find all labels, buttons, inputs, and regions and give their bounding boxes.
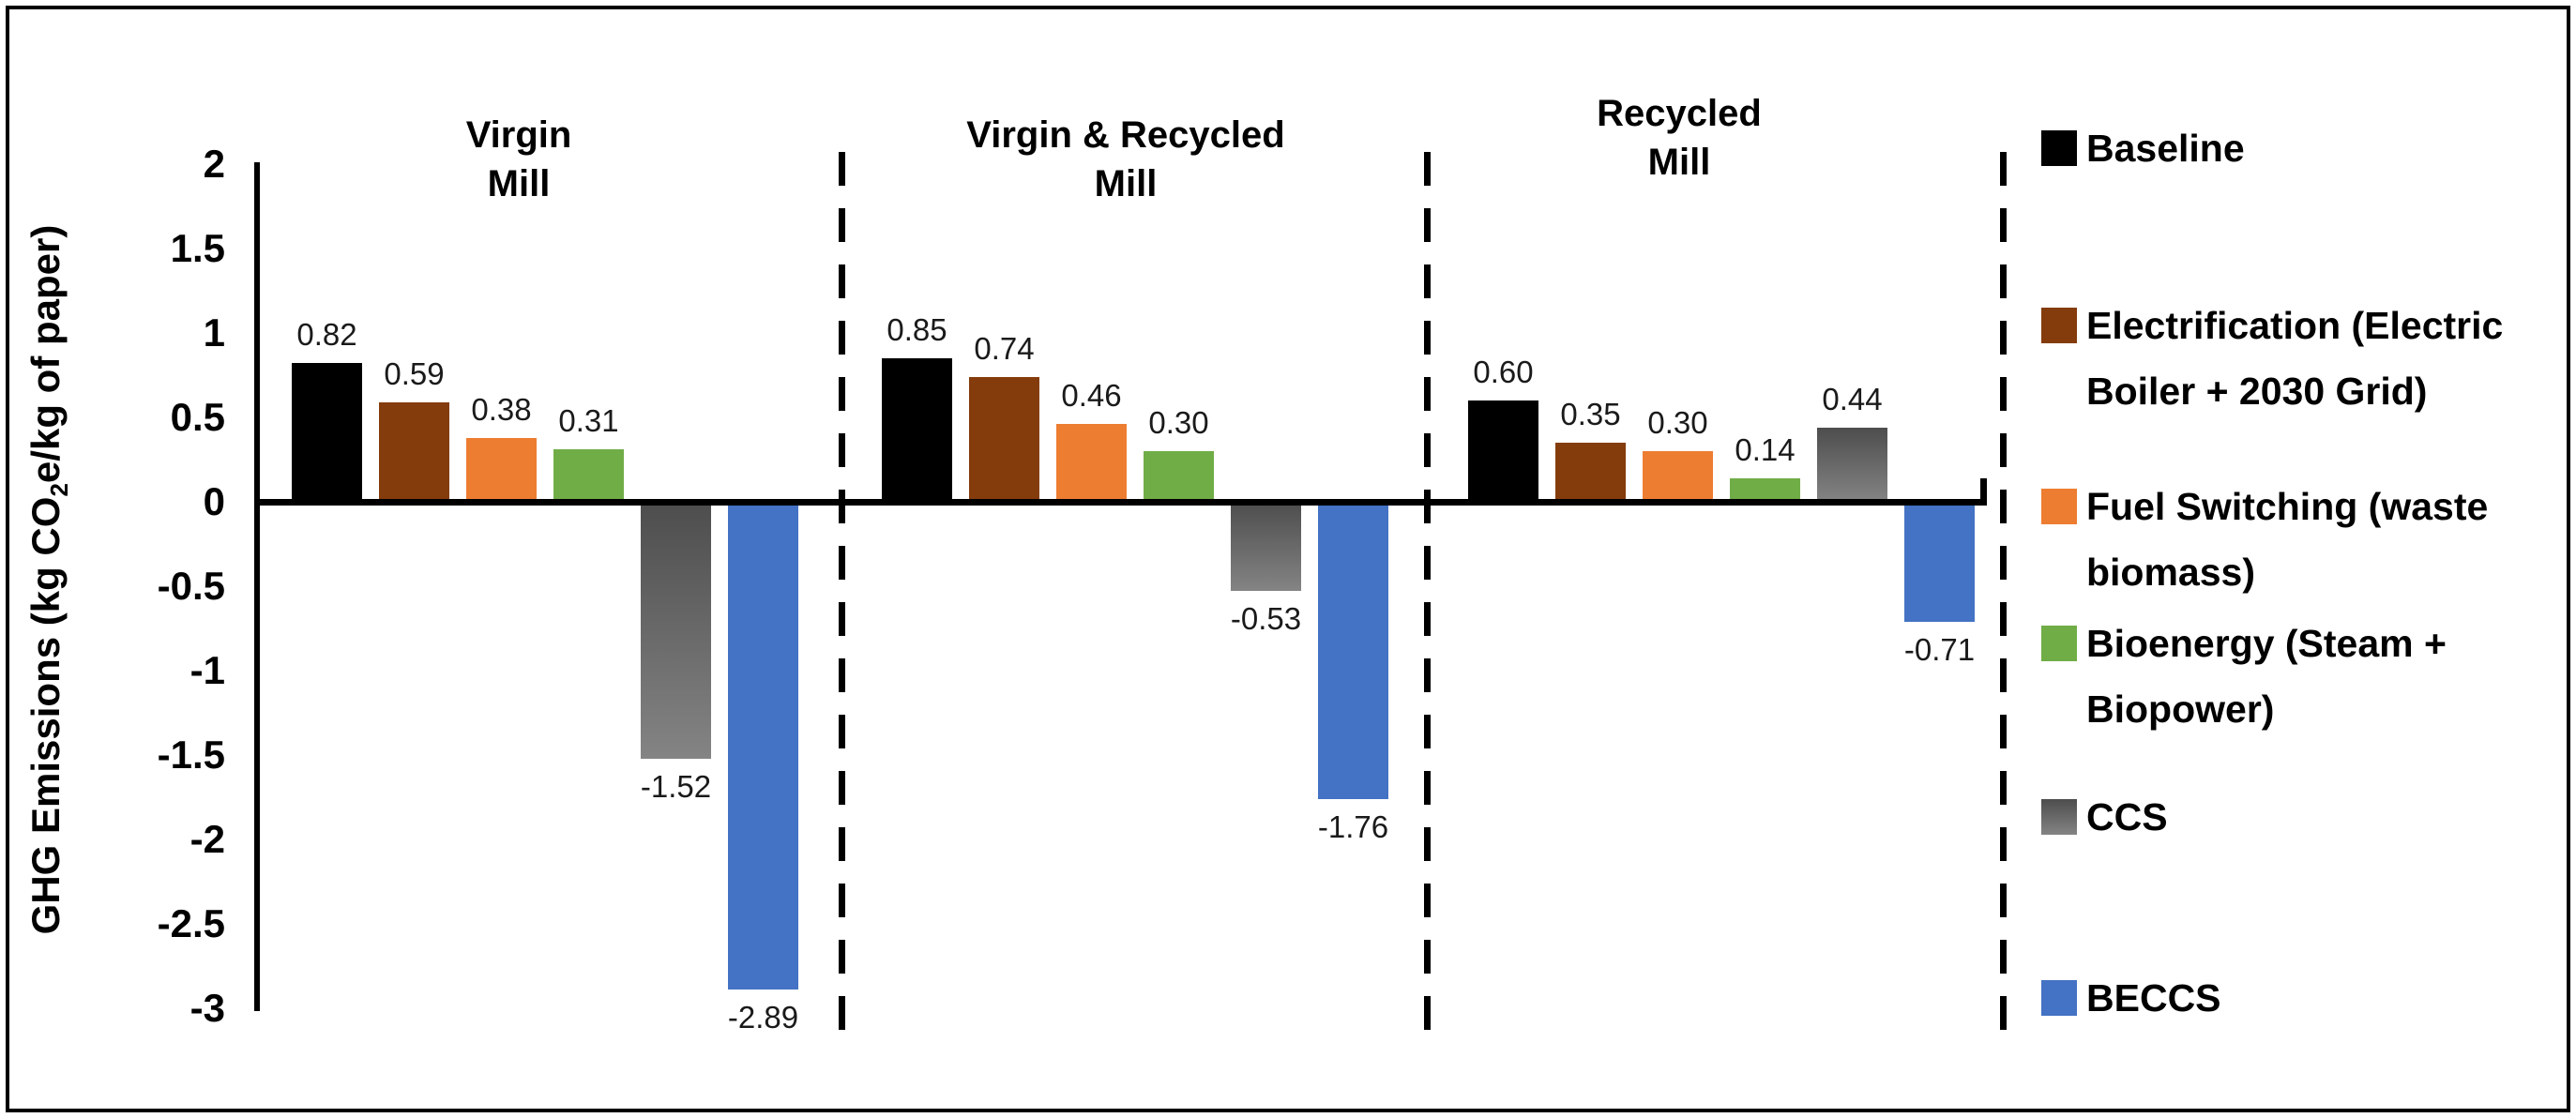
bar-beccs	[1318, 502, 1388, 799]
group-title: Recycled Mill	[1597, 89, 1762, 187]
x-axis-zero-line	[257, 499, 1987, 506]
group-title-line: Recycled	[1597, 93, 1762, 134]
bar-value-label: -2.89	[727, 1000, 799, 1035]
bar-value-label: 0.60	[1473, 355, 1534, 389]
group-separator-dashed-line	[1424, 152, 1431, 1044]
bar-ccs	[1817, 427, 1887, 502]
legend-label-line: Fuel Switching (waste	[2086, 485, 2489, 528]
bar-value-label: -0.53	[1230, 601, 1302, 637]
legend-label: Bioenergy (Steam + Biopower)	[2086, 611, 2447, 742]
y-tick-label: 0.5	[170, 395, 225, 439]
bar-value-label: 0.85	[886, 312, 947, 347]
y-tick-label: 0	[203, 479, 225, 523]
bar-electrification-electric-boiler-2030-grid	[1555, 443, 1626, 502]
bar-baseline	[1468, 400, 1538, 502]
y-tick-label: 2	[203, 142, 225, 186]
group-separator-dashed-line	[839, 152, 845, 1044]
bar-value-label: 0.82	[296, 317, 357, 353]
legend-swatch-baseline	[2041, 130, 2077, 166]
x-axis-end-tick	[1980, 478, 1987, 502]
bar-beccs	[728, 502, 798, 990]
group-title-line: Mill	[1094, 163, 1158, 204]
bar-value-label: -1.76	[1317, 808, 1389, 844]
bar-bioenergy-steam-biopower	[553, 449, 624, 502]
legend-label-line: CCS	[2086, 795, 2168, 838]
legend-label: BECCS	[2086, 965, 2221, 1031]
legend-label-line: Electrification (Electric	[2086, 304, 2504, 347]
legend-label: Electrification (Electric Boiler + 2030 G…	[2086, 293, 2503, 424]
bar-value-label: -0.71	[1903, 631, 1976, 667]
legend-label: Fuel Switching (waste biomass)	[2086, 474, 2488, 605]
bar-ccs	[641, 502, 711, 759]
bar-value-label: 0.74	[974, 330, 1035, 366]
group-title: Virgin & Recycled Mill	[966, 111, 1284, 208]
bar-value-label: 0.31	[558, 403, 619, 439]
y-tick-label: -2.5	[157, 901, 225, 945]
bar-fuel-switching-waste-biomass	[466, 437, 537, 502]
legend-swatch-electrification-electric-boiler-2030-grid	[2041, 308, 2077, 343]
legend-label-line: Bioenergy (Steam +	[2086, 622, 2447, 665]
bar-value-label: 0.30	[1647, 405, 1708, 440]
bar-value-label: 0.38	[471, 391, 532, 427]
bar-value-label: -1.52	[640, 768, 712, 804]
bar-beccs	[1904, 502, 1975, 622]
bar-ccs	[1231, 502, 1301, 592]
legend-label: Baseline	[2086, 115, 2245, 181]
legend-swatch-beccs	[2041, 980, 2077, 1016]
legend-label-line: biomass)	[2086, 551, 2255, 594]
group-title-line: Mill	[1647, 142, 1711, 183]
group-title-line: Mill	[487, 163, 551, 204]
bar-value-label: 0.44	[1822, 381, 1883, 416]
bar-bioenergy-steam-biopower	[1144, 451, 1214, 502]
y-tick-label: -0.5	[157, 564, 225, 608]
legend-label: CCS	[2086, 784, 2168, 850]
y-axis-line	[254, 162, 260, 1011]
bar-value-label: 0.30	[1148, 405, 1209, 440]
legend-label-line: Boiler + 2030 Grid)	[2086, 370, 2428, 413]
y-tick-label: -2	[189, 817, 225, 861]
y-tick-label: 1	[203, 310, 225, 355]
legend-swatch-ccs	[2041, 799, 2077, 835]
bar-baseline	[882, 358, 952, 502]
group-separator-dashed-line	[2000, 152, 2007, 1044]
bar-baseline	[292, 363, 362, 502]
legend-label-line: Baseline	[2086, 127, 2245, 170]
bar-bioenergy-steam-biopower	[1730, 477, 1800, 502]
outer-border	[6, 6, 2570, 1112]
y-tick-label: 1.5	[170, 226, 225, 270]
y-tick-label: -3	[189, 986, 225, 1030]
legend-label-line: BECCS	[2086, 976, 2221, 1020]
bar-value-label: 0.14	[1735, 431, 1796, 467]
bar-fuel-switching-waste-biomass	[1056, 424, 1127, 502]
bar-value-label: 0.46	[1061, 378, 1122, 414]
y-tick-label: -1	[189, 648, 225, 692]
legend-swatch-bioenergy-steam-biopower	[2041, 626, 2077, 661]
y-tick-label: -1.5	[157, 733, 225, 777]
legend-swatch-fuel-switching-waste-biomass	[2041, 489, 2077, 524]
bar-value-label: 0.59	[384, 355, 445, 391]
bar-electrification-electric-boiler-2030-grid	[379, 401, 449, 502]
group-title-line: Virgin	[465, 114, 572, 156]
bar-value-label: 0.35	[1560, 397, 1621, 431]
legend-label-line: Biopower)	[2086, 687, 2275, 731]
bar-fuel-switching-waste-biomass	[1643, 451, 1713, 502]
group-title: Virgin Mill	[466, 111, 572, 208]
group-title-line: Virgin & Recycled	[966, 114, 1285, 156]
bar-electrification-electric-boiler-2030-grid	[969, 376, 1039, 502]
